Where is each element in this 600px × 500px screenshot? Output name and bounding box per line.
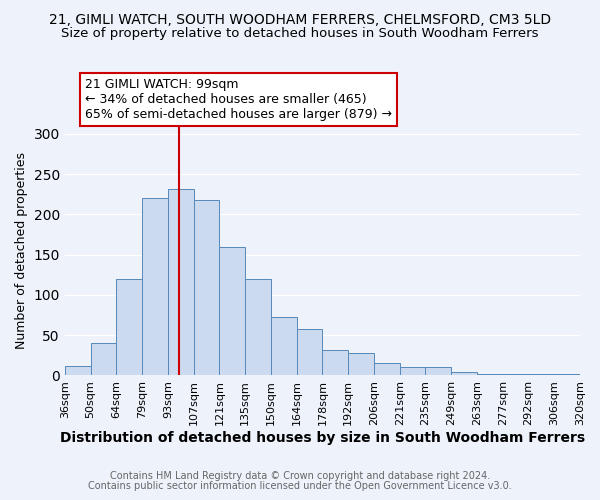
Text: Contains public sector information licensed under the Open Government Licence v3: Contains public sector information licen… [88,481,512,491]
Bar [271,318,296,376]
Bar [425,368,451,376]
Bar [220,246,245,376]
Text: 21, GIMLI WATCH, SOUTH WOODHAM FERRERS, CHELMSFORD, CM3 5LD: 21, GIMLI WATCH, SOUTH WOODHAM FERRERS, … [49,12,551,26]
Bar [65,366,91,376]
Bar [503,374,529,376]
Bar [116,279,142,376]
Text: Contains HM Land Registry data © Crown copyright and database right 2024.: Contains HM Land Registry data © Crown c… [110,471,490,481]
Y-axis label: Number of detached properties: Number of detached properties [15,152,28,349]
Bar [245,279,271,376]
Text: Size of property relative to detached houses in South Woodham Ferrers: Size of property relative to detached ho… [61,28,539,40]
Bar [477,374,503,376]
Bar [296,328,322,376]
Bar [91,343,116,376]
Bar [451,372,477,376]
Bar [348,353,374,376]
Text: 21 GIMLI WATCH: 99sqm
← 34% of detached houses are smaller (465)
65% of semi-det: 21 GIMLI WATCH: 99sqm ← 34% of detached … [85,78,392,120]
Bar [168,188,194,376]
Bar [400,368,425,376]
Bar [554,374,580,376]
Bar [194,200,220,376]
X-axis label: Distribution of detached houses by size in South Woodham Ferrers: Distribution of detached houses by size … [60,431,585,445]
Bar [142,198,168,376]
Bar [374,364,400,376]
Bar [322,350,348,376]
Bar [529,374,554,376]
